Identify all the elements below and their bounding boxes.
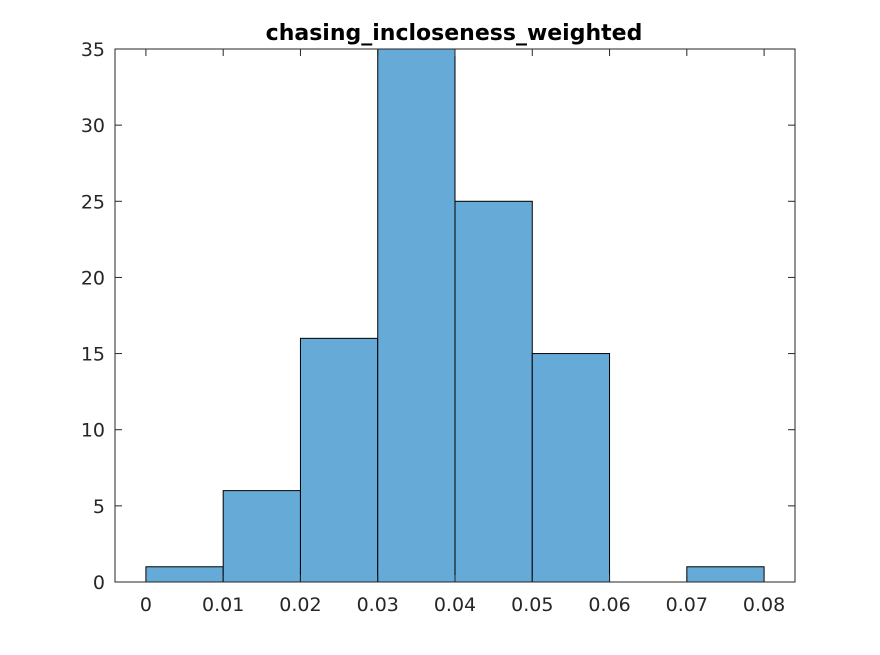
x-tick-label: 0.02 (279, 594, 321, 616)
ticks-layer (115, 48, 795, 583)
y-tick-label: 25 (81, 191, 105, 213)
histogram-bar (454, 200, 533, 583)
y-tick-labels: 0 5 10 15 20 25 30 35 (81, 39, 105, 594)
bars-layer (145, 48, 765, 583)
chart-title: chasing_incloseness_weighted (266, 21, 643, 46)
histogram-bar (377, 48, 456, 583)
x-tick-label: 0.01 (202, 594, 244, 616)
y-tick-label: 5 (93, 496, 105, 518)
y-tick-label: 30 (81, 115, 105, 137)
histogram-bar (222, 490, 301, 583)
y-tick-label: 15 (81, 344, 105, 366)
histogram-bar (531, 353, 611, 583)
y-tick-label: 10 (81, 420, 105, 442)
x-tick-label: 0.03 (357, 594, 399, 616)
histogram-bar (145, 566, 224, 583)
histogram-bar (686, 566, 765, 583)
x-tick-label: 0 (140, 594, 152, 616)
x-tick-label: 0.07 (666, 594, 708, 616)
y-tick-label: 35 (81, 39, 105, 61)
histogram-bar (299, 337, 379, 583)
y-tick-label: 0 (93, 572, 105, 594)
x-tick-labels: 0 0.01 0.02 0.03 0.04 0.05 0.06 0.07 0.08 (140, 594, 785, 616)
x-tick-label: 0.08 (743, 594, 785, 616)
x-tick-label: 0.05 (511, 594, 553, 616)
x-tick-label: 0.04 (434, 594, 476, 616)
y-tick-label: 20 (81, 267, 105, 289)
x-tick-label: 0.06 (588, 594, 630, 616)
